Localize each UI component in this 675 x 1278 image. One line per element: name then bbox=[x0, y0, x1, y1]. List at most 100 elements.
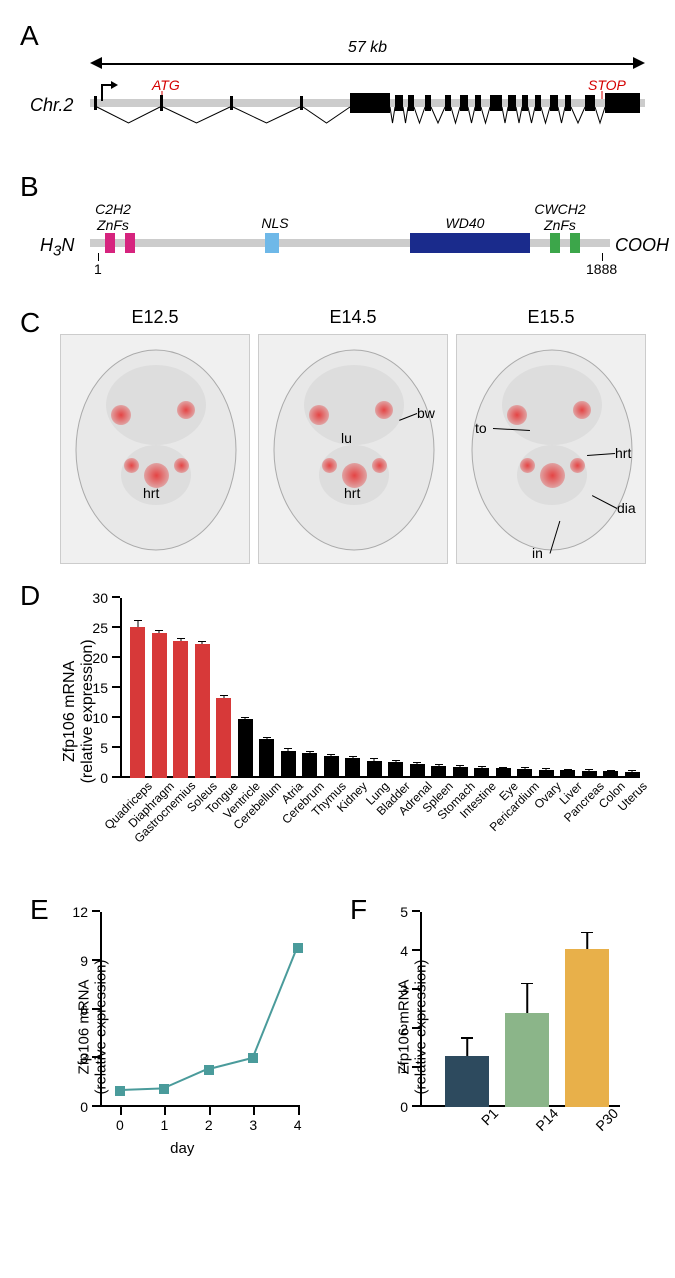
ytick-label: 0 bbox=[60, 1099, 88, 1115]
gene-diagram: 57 kb Chr.2 ATG STOP bbox=[30, 57, 655, 147]
ish-image: E15.5 tohrtdiain bbox=[456, 307, 646, 564]
bar-chart-d: Zfp106 mRNA (relative expression) 051015… bbox=[50, 588, 650, 878]
xtick-label: 3 bbox=[249, 1117, 257, 1133]
exon bbox=[160, 95, 163, 111]
bar bbox=[410, 764, 425, 778]
anatomy-label: dia bbox=[617, 500, 636, 516]
stage-label: E15.5 bbox=[456, 307, 646, 328]
exon bbox=[395, 95, 403, 111]
bar bbox=[496, 768, 511, 778]
bar bbox=[367, 761, 382, 778]
bar-label: P1 bbox=[462, 1105, 502, 1145]
anatomy-label: to bbox=[475, 420, 487, 436]
exon bbox=[350, 93, 390, 113]
bar bbox=[539, 770, 554, 778]
exon bbox=[445, 95, 451, 111]
exon bbox=[230, 96, 233, 110]
ytick-label: 30 bbox=[80, 590, 108, 606]
bar bbox=[324, 756, 339, 778]
bar bbox=[388, 762, 403, 778]
bar bbox=[130, 627, 145, 778]
ytick-label: 3 bbox=[60, 1050, 88, 1066]
bar bbox=[517, 769, 532, 778]
panel-d: D Zfp106 mRNA (relative expression) 0510… bbox=[20, 588, 655, 878]
bar bbox=[238, 719, 253, 778]
exon bbox=[460, 95, 468, 111]
bar bbox=[474, 768, 489, 778]
protein-domain bbox=[265, 233, 279, 253]
ytick-label: 3 bbox=[380, 982, 408, 998]
anatomy-label: hrt bbox=[615, 445, 631, 461]
protein-domain bbox=[550, 233, 560, 253]
exon bbox=[550, 95, 558, 111]
protein-diagram: H3N COOH C2H2ZnFsNLSWD40CWCH2ZnFs 1 1888 bbox=[30, 203, 655, 283]
bar bbox=[582, 771, 597, 778]
span-label: 57 kb bbox=[348, 39, 387, 57]
bar bbox=[505, 1013, 549, 1107]
ish-image: E14.5 hrt lu bw bbox=[258, 307, 448, 564]
ytick-label: 5 bbox=[80, 740, 108, 756]
domain-label: C2H2ZnFs bbox=[88, 201, 138, 233]
bar bbox=[560, 770, 575, 778]
bar bbox=[152, 633, 167, 778]
protein-domain bbox=[125, 233, 135, 253]
bar bbox=[173, 641, 188, 778]
panel-c: C E12.5 hrtE14.5 hrtlubwE15.5 tohrtdiain bbox=[20, 307, 655, 564]
domain-label: CWCH2ZnFs bbox=[530, 201, 590, 233]
bar bbox=[625, 772, 640, 778]
chromosome-label: Chr.2 bbox=[30, 95, 73, 116]
domain-label: NLS bbox=[255, 215, 295, 231]
stop-tick-icon bbox=[600, 91, 604, 101]
ytick-label: 4 bbox=[380, 943, 408, 959]
bar bbox=[603, 771, 618, 778]
panel-b-label: B bbox=[20, 171, 39, 202]
anatomy-label: bw bbox=[417, 405, 435, 421]
bar bbox=[281, 751, 296, 778]
ytick-label: 6 bbox=[60, 1002, 88, 1018]
exon bbox=[490, 95, 502, 111]
exon bbox=[565, 95, 571, 111]
exon bbox=[508, 95, 516, 111]
tss-arrow-icon bbox=[100, 81, 120, 103]
protein-start: 1 bbox=[94, 261, 102, 277]
bar bbox=[195, 644, 210, 778]
anatomy-label: hrt bbox=[344, 485, 360, 501]
stage-label: E14.5 bbox=[258, 307, 448, 328]
xtick-label: 0 bbox=[116, 1117, 124, 1133]
bar bbox=[345, 758, 360, 778]
panel-ef-row: E Zfp106 mRNA (relative expression) 0369… bbox=[30, 902, 655, 1162]
anatomy-label: lu bbox=[341, 430, 352, 446]
bar bbox=[565, 949, 609, 1107]
exon bbox=[475, 95, 481, 111]
stop-label: STOP bbox=[588, 77, 626, 93]
c-terminus: COOH bbox=[615, 235, 669, 256]
line-chart-e: Zfp106 mRNA (relative expression) 036912… bbox=[30, 902, 320, 1162]
panel-a-label: A bbox=[20, 20, 39, 51]
ytick-label: 12 bbox=[60, 904, 88, 920]
ytick-label: 15 bbox=[80, 680, 108, 696]
protein-end: 1888 bbox=[586, 261, 617, 277]
exon bbox=[585, 95, 595, 111]
chart-e-ylabel: Zfp106 mRNA (relative expression) bbox=[76, 959, 110, 1094]
protein-track bbox=[90, 239, 610, 247]
stage-label: E12.5 bbox=[60, 307, 250, 328]
bar-label: P14 bbox=[522, 1105, 562, 1145]
ytick-label: 0 bbox=[80, 770, 108, 786]
xtick-label: 1 bbox=[160, 1117, 168, 1133]
ytick-label: 10 bbox=[80, 710, 108, 726]
n-terminus: H3N bbox=[40, 235, 74, 260]
ish-image: E12.5 hrt bbox=[60, 307, 250, 564]
exon bbox=[94, 96, 97, 110]
atg-label: ATG bbox=[152, 77, 180, 93]
xtick-label: 2 bbox=[205, 1117, 213, 1133]
bar bbox=[259, 739, 274, 778]
xtick-label: 4 bbox=[294, 1117, 302, 1133]
ish-images-row: E12.5 hrtE14.5 hrtlubwE15.5 tohrtdiain bbox=[60, 307, 655, 564]
panel-a: A 57 kb Chr.2 ATG STOP bbox=[20, 20, 655, 147]
bar bbox=[431, 766, 446, 778]
data-point bbox=[293, 943, 303, 953]
protein-domain bbox=[105, 233, 115, 253]
bar-label: P30 bbox=[582, 1105, 622, 1145]
anatomy-label: hrt bbox=[143, 485, 159, 501]
exon bbox=[300, 96, 303, 110]
